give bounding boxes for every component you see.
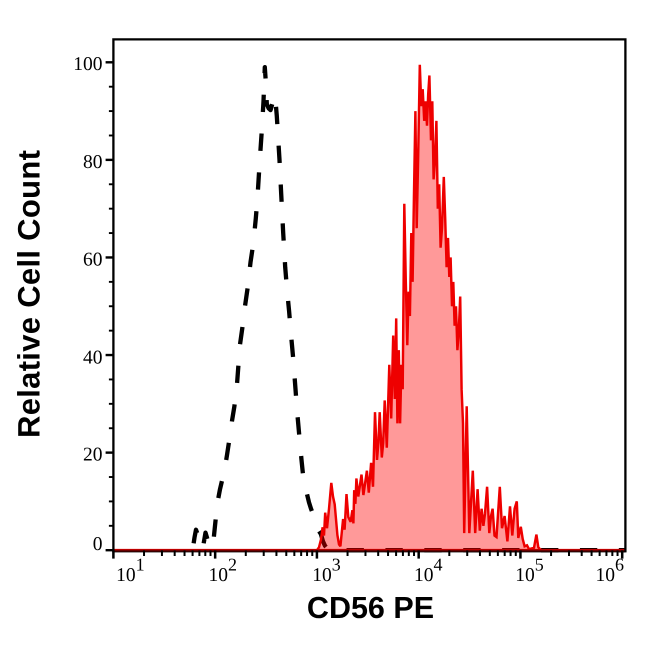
svg-text:20: 20 xyxy=(83,445,103,466)
svg-text:60: 60 xyxy=(83,250,103,271)
svg-text:0: 0 xyxy=(93,534,103,555)
svg-text:100: 100 xyxy=(73,54,102,75)
svg-text:Relative Cell Count: Relative Cell Count xyxy=(12,150,47,438)
svg-text:40: 40 xyxy=(83,347,103,368)
svg-text:CD56 PE: CD56 PE xyxy=(307,591,434,625)
svg-text:80: 80 xyxy=(83,152,103,173)
